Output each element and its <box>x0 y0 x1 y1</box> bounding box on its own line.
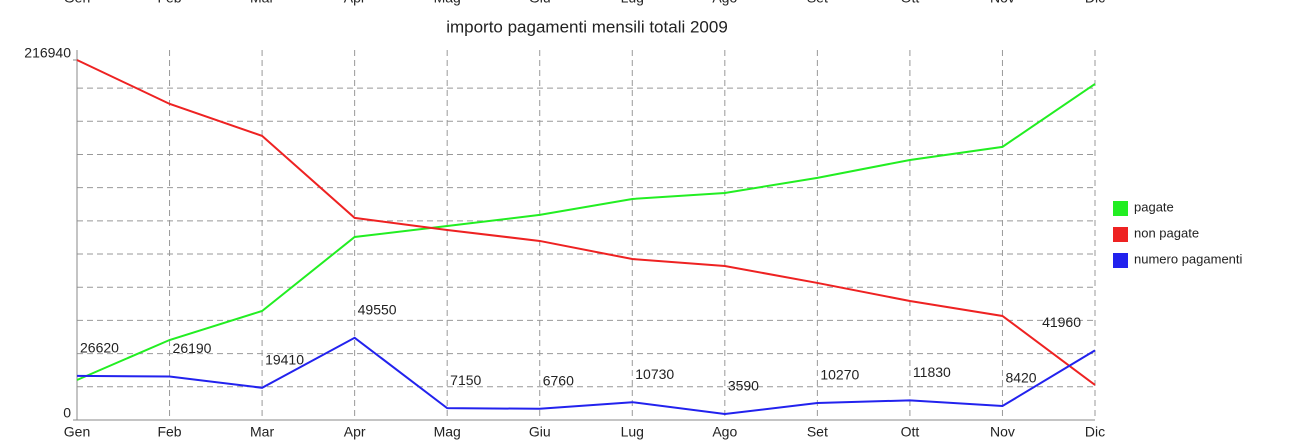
data-label: 26620 <box>80 340 119 356</box>
data-label: 7150 <box>450 372 481 388</box>
x-tick-label: Dic <box>1085 424 1105 440</box>
x-tick-label: Nov <box>990 424 1015 440</box>
x-tick-label-top: Ago <box>712 0 737 6</box>
x-tick-label-top: Lug <box>621 0 644 6</box>
legend-label: pagate <box>1134 199 1174 214</box>
x-tick-label-top: Giu <box>529 0 551 6</box>
x-tick-label: Mag <box>434 424 461 440</box>
x-tick-label-top: Ott <box>901 0 920 6</box>
data-label: 11830 <box>913 364 951 380</box>
series-line <box>76 336 1096 416</box>
x-tick-label-top: Feb <box>157 0 181 6</box>
x-tick-label: Giu <box>529 424 551 440</box>
data-label: 8420 <box>1005 370 1036 386</box>
x-tick-label: Mar <box>250 424 274 440</box>
data-label: 6760 <box>543 372 574 388</box>
x-tick-label-top: Mag <box>434 0 461 6</box>
x-tick-label: Set <box>807 424 828 440</box>
x-tick-label-top: Apr <box>344 0 366 6</box>
x-tick-label: Gen <box>64 424 90 440</box>
chart-title: importo pagamenti mensili totali 2009 <box>446 17 728 36</box>
data-label: 10730 <box>635 366 674 382</box>
x-tick-label: Apr <box>344 424 366 440</box>
legend-label: non pagate <box>1134 225 1199 240</box>
x-tick-label: Lug <box>621 424 644 440</box>
x-tick-label-top: Gen <box>64 0 90 6</box>
series-line <box>76 59 1096 386</box>
x-tick-label: Ott <box>901 424 920 440</box>
x-tick-label: Ago <box>712 424 737 440</box>
x-tick-label-top: Nov <box>990 0 1015 6</box>
x-tick-label-top: Dic <box>1085 0 1105 6</box>
legend-swatch <box>1113 227 1128 242</box>
data-label: 19410 <box>265 351 304 367</box>
legend-swatch <box>1113 201 1128 216</box>
data-label: 3590 <box>728 378 759 394</box>
series-line <box>76 83 1096 381</box>
data-label: 41960 <box>1042 314 1081 330</box>
x-tick-label-top: Set <box>807 0 828 6</box>
legend-swatch <box>1113 253 1128 268</box>
data-label: 49550 <box>358 301 397 317</box>
x-tick-label-top: Mar <box>250 0 274 6</box>
data-label: 26190 <box>173 340 212 356</box>
data-label: 10270 <box>820 367 859 383</box>
x-tick-label: Feb <box>157 424 181 440</box>
y-tick-label: 216940 <box>24 45 71 61</box>
y-tick-label: 0 <box>63 405 71 421</box>
legend-label: numero pagamenti <box>1134 251 1243 266</box>
